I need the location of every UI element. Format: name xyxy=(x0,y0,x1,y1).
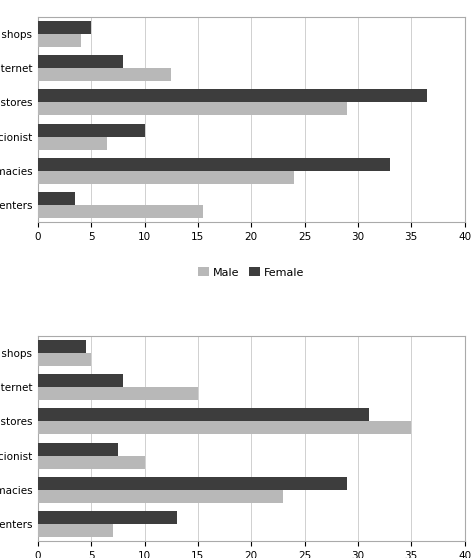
Bar xyxy=(38,137,107,150)
Bar xyxy=(38,387,198,400)
Bar xyxy=(38,455,145,469)
Bar xyxy=(38,21,91,34)
Bar xyxy=(38,158,390,171)
Bar xyxy=(38,408,368,421)
Bar xyxy=(38,55,123,68)
Bar xyxy=(38,205,203,218)
Bar xyxy=(38,124,145,137)
Bar xyxy=(38,68,171,81)
Bar xyxy=(38,171,294,184)
Bar xyxy=(38,89,427,103)
Bar xyxy=(38,193,75,205)
Bar xyxy=(38,511,176,524)
Bar xyxy=(38,490,283,503)
Legend: Male, Female: Male, Female xyxy=(193,263,309,282)
Bar xyxy=(38,353,91,365)
Bar xyxy=(38,442,118,455)
Bar xyxy=(38,103,347,116)
Bar xyxy=(38,421,411,434)
Bar xyxy=(38,34,81,47)
Bar xyxy=(38,477,347,490)
Bar xyxy=(38,524,113,537)
Bar xyxy=(38,340,86,353)
Bar xyxy=(38,374,123,387)
